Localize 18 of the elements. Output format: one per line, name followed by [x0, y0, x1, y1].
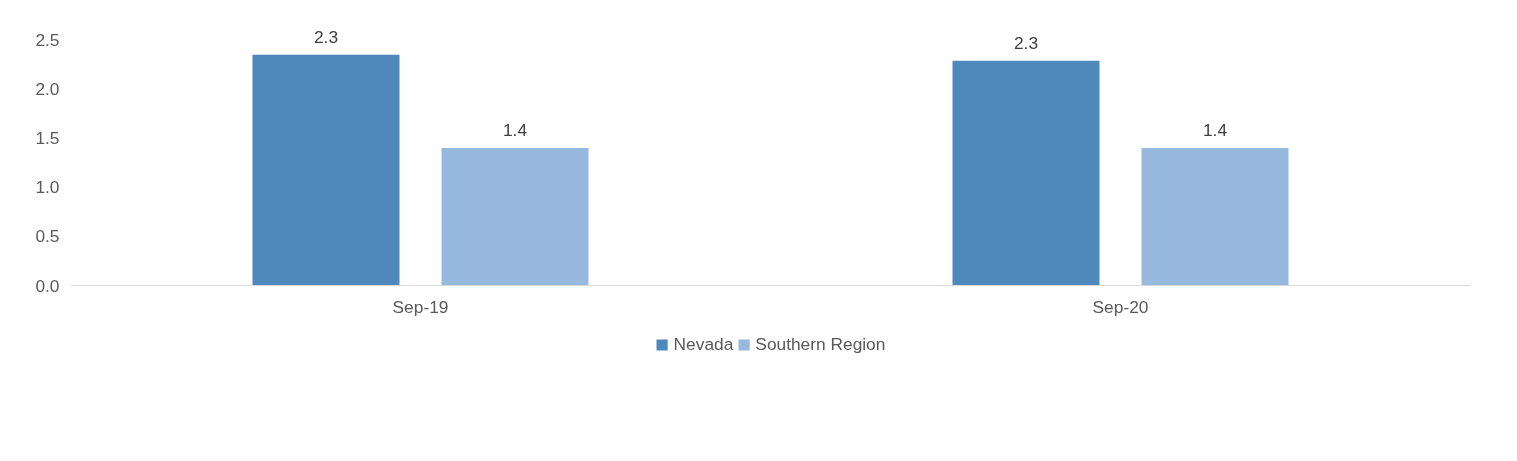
- data-label: 1.4: [502, 120, 528, 141]
- data-label: 2.3: [1013, 32, 1039, 53]
- bar: [441, 148, 589, 286]
- x-tick-label: Sep-19: [392, 296, 449, 317]
- y-tick-label: 0.5: [35, 226, 60, 247]
- bar: [252, 54, 400, 286]
- y-tick-label: 2.0: [35, 79, 60, 100]
- bar: [952, 60, 1100, 286]
- bar: [1141, 148, 1289, 286]
- y-tick-label: 0.0: [35, 275, 60, 296]
- y-tick-label: 1.0: [35, 177, 60, 198]
- legend-label: Southern Region: [755, 333, 886, 355]
- legend-label: Nevada: [673, 333, 734, 355]
- data-label: 2.3: [313, 26, 339, 47]
- data-label: 1.4: [1202, 120, 1228, 141]
- y-tick-label: 2.5: [35, 30, 60, 51]
- y-tick-label: 1.5: [35, 128, 60, 149]
- x-tick-label: Sep-20: [1092, 296, 1149, 317]
